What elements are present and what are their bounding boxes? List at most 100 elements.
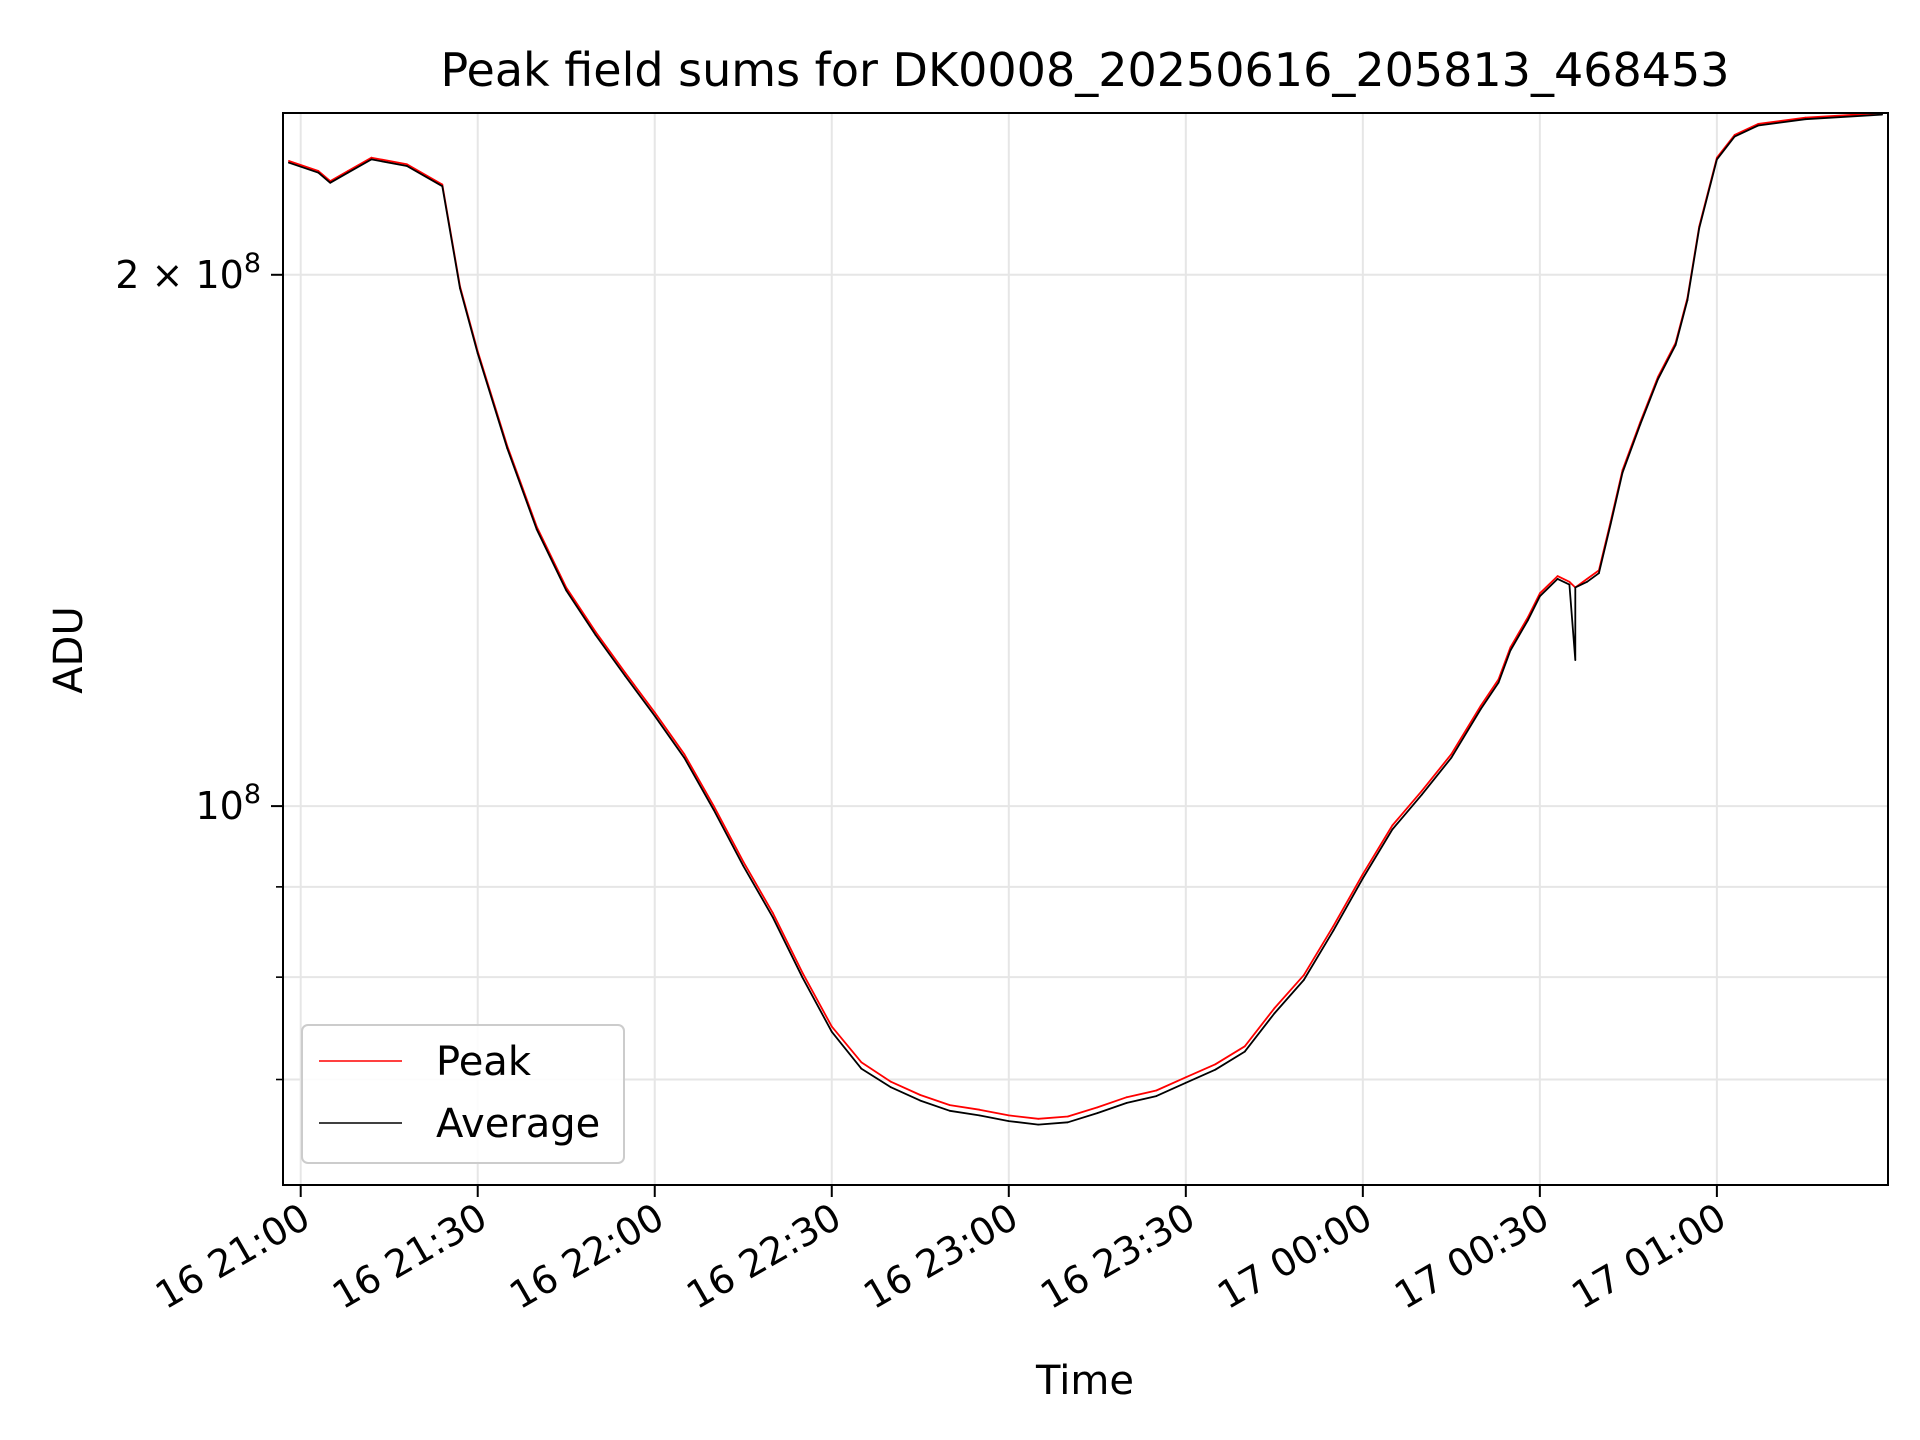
data-point [1273, 1012, 1276, 1015]
data-point [1586, 578, 1588, 580]
data-point [288, 161, 290, 164]
data-point [1621, 471, 1624, 474]
legend-box [301, 1024, 625, 1164]
data-point [1804, 116, 1807, 119]
series-layer [288, 112, 1883, 1126]
data-point [1243, 1045, 1246, 1048]
data-point [860, 1067, 863, 1070]
data-point [1639, 423, 1642, 426]
legend: Peak Average [301, 1024, 625, 1164]
data-point [1184, 1076, 1187, 1079]
data-point [1881, 113, 1883, 116]
data-point [1273, 1007, 1276, 1010]
data-point [1568, 583, 1571, 586]
data-point [624, 671, 627, 674]
data-point [948, 1109, 951, 1112]
data-point [317, 170, 320, 172]
data-point [1804, 118, 1807, 121]
grid [283, 113, 1888, 1185]
data-point [459, 287, 461, 290]
data-point [1332, 929, 1335, 932]
data-point [1757, 124, 1760, 127]
data-point [594, 631, 597, 633]
data-point [830, 1025, 833, 1028]
data-point [1302, 974, 1305, 977]
data-point [1479, 704, 1482, 707]
data-point [441, 185, 444, 188]
data-point [476, 352, 479, 355]
data-point [801, 976, 804, 979]
plot-frame [282, 112, 1889, 1186]
data-point [1574, 586, 1577, 589]
y-tick-label: 2 × 108 [115, 248, 261, 297]
data-point [1184, 1081, 1187, 1084]
data-point [1497, 681, 1500, 684]
data-point [771, 916, 774, 919]
data-point [919, 1099, 922, 1102]
data-point [683, 756, 686, 759]
data-point [1539, 592, 1541, 595]
data-point [801, 971, 804, 974]
data-point [712, 809, 715, 811]
legend-label-peak: Peak [436, 1039, 532, 1085]
data-point [978, 1108, 981, 1111]
data-point [1037, 1123, 1040, 1126]
data-point [1609, 523, 1612, 525]
data-point [406, 163, 408, 166]
data-point [683, 753, 686, 756]
data-point [535, 528, 538, 531]
data-point [1527, 619, 1529, 621]
data-point [1509, 646, 1512, 649]
data-point [370, 158, 373, 161]
data-point [1066, 1115, 1069, 1118]
data-point [653, 711, 656, 714]
data-point [1698, 227, 1701, 230]
data-point [624, 675, 627, 677]
series-average [288, 113, 1883, 1126]
y-tick-label-exponent: 8 [244, 248, 261, 279]
data-point [1361, 873, 1364, 876]
y-tick-label-base: 10 [195, 784, 243, 828]
data-point [1332, 925, 1335, 928]
data-point [565, 589, 568, 592]
legend-label-average: Average [436, 1101, 600, 1147]
data-point [1598, 572, 1600, 575]
data-point [1096, 1106, 1099, 1109]
data-point [889, 1086, 892, 1089]
data-point [1125, 1102, 1128, 1104]
data-point [1674, 344, 1677, 346]
data-point [1155, 1089, 1158, 1092]
data-point [1007, 1114, 1010, 1117]
data-point [1125, 1096, 1128, 1099]
data-point [948, 1104, 951, 1106]
data-point [1450, 753, 1453, 756]
data-point [329, 181, 332, 184]
data-point [1243, 1050, 1246, 1053]
data-point [506, 447, 509, 450]
data-point [1037, 1117, 1040, 1120]
data-point [742, 860, 745, 863]
data-point [1657, 378, 1659, 381]
data-point [1214, 1068, 1217, 1071]
data-point [1479, 708, 1482, 710]
x-axis-label: Time [1035, 1358, 1134, 1404]
y-tick-label-exponent: 8 [244, 779, 261, 810]
data-point [1420, 790, 1423, 792]
data-point [1214, 1063, 1217, 1066]
data-point [771, 912, 774, 914]
data-point [1391, 824, 1394, 827]
data-point [1574, 659, 1577, 661]
data-point [1716, 158, 1718, 161]
data-point [742, 865, 745, 867]
data-point [1096, 1112, 1099, 1114]
data-point [653, 714, 656, 717]
data-point [1733, 135, 1736, 138]
data-point [978, 1114, 981, 1117]
y-tick-label: 108 [195, 779, 261, 828]
data-point [1568, 580, 1571, 583]
data-point [919, 1094, 922, 1096]
data-point [1066, 1121, 1069, 1124]
